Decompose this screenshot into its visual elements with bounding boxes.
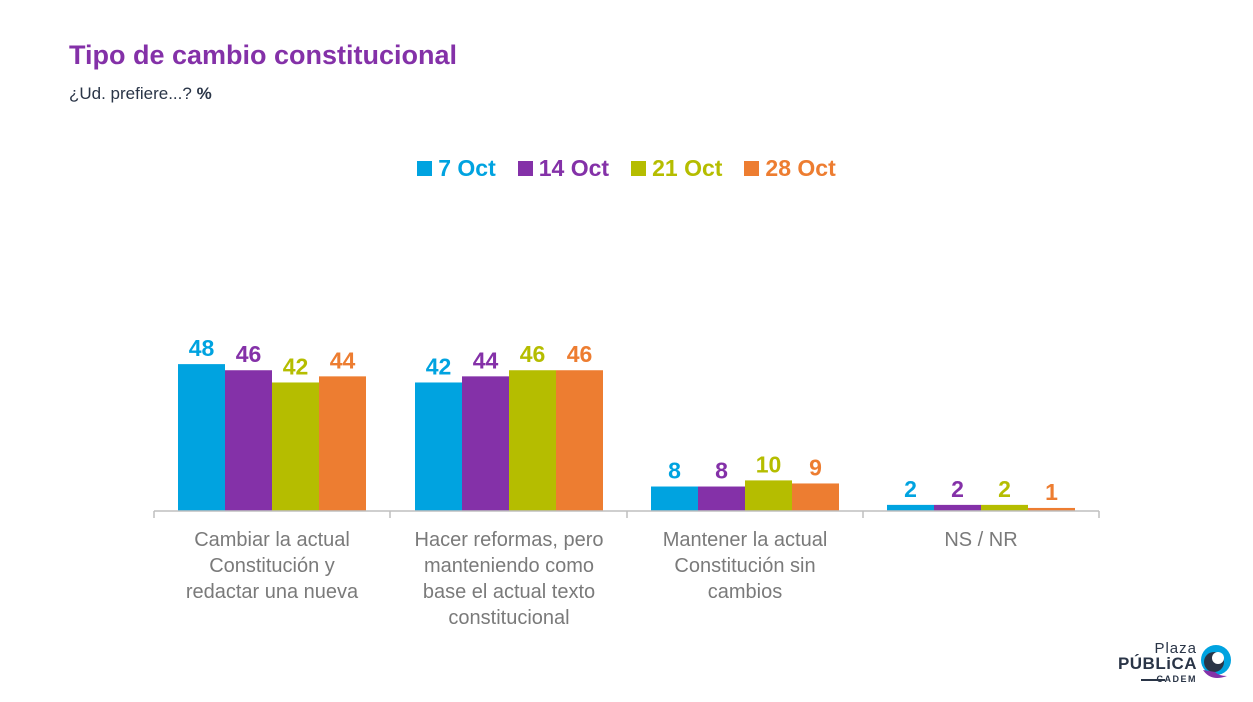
category-label-line: NS / NR — [944, 529, 1018, 551]
bar — [745, 480, 792, 511]
legend-item-3: 21 Oct — [631, 155, 722, 182]
chart-legend: 7 Oct 14 Oct 21 Oct 28 Oct — [0, 155, 1253, 182]
category-label-line: constitucional — [448, 607, 570, 629]
bar — [887, 504, 934, 511]
category-label-2: Hacer reformas, pero manteniendo como base… — [394, 527, 624, 631]
bar — [415, 382, 462, 511]
subtitle-question: ¿Ud. prefiere...? — [69, 84, 192, 103]
bar-value-label: 2 — [951, 476, 964, 502]
bar — [462, 376, 509, 511]
category-label-line: Cambiar la actual — [194, 529, 350, 551]
bar — [178, 364, 225, 511]
legend-item-2: 14 Oct — [517, 155, 610, 182]
bar — [225, 370, 272, 511]
bar — [509, 370, 556, 511]
bar-value-label: 44 — [330, 347, 356, 373]
bar-value-label: 46 — [567, 341, 593, 367]
bar-value-label: 10 — [756, 451, 782, 477]
legend-label: 7 Oct — [438, 155, 496, 181]
bar — [556, 370, 603, 511]
category-label-line: cambios — [707, 581, 783, 603]
bar-value-label: 46 — [520, 341, 546, 367]
bar-value-label: 44 — [473, 347, 499, 373]
logo-underline — [1141, 679, 1165, 681]
legend-label: 21 Oct — [652, 155, 723, 181]
legend-swatch — [517, 161, 533, 176]
bar — [792, 483, 839, 511]
speech-bubble-icon — [1201, 645, 1231, 678]
category-label-line: Hacer reformas, pero — [414, 529, 604, 551]
legend-swatch — [631, 161, 647, 176]
bar — [934, 504, 981, 511]
category-label-4: NS / NR — [866, 527, 1096, 553]
bar — [698, 486, 745, 511]
legend-item-1: 7 Oct — [417, 155, 496, 182]
bar-value-label: 9 — [809, 454, 822, 480]
category-label-line: Constitución y — [209, 555, 335, 577]
legend-label: 14 Oct — [538, 155, 610, 181]
subtitle-unit: % — [196, 84, 212, 103]
logo-line-2: PÚBLiCA — [1117, 654, 1197, 673]
bar-value-label: 1 — [1045, 479, 1058, 505]
bar-value-label: 42 — [283, 353, 309, 379]
legend-swatch — [417, 161, 433, 176]
category-label-line: Constitución sin — [674, 555, 816, 577]
bar — [651, 486, 698, 511]
bar-value-label: 2 — [998, 476, 1011, 502]
logo-line-1: Plaza — [1154, 640, 1197, 657]
chart-title: Tipo de cambio constitucional — [69, 40, 458, 70]
bar — [981, 504, 1028, 511]
legend-swatch — [744, 161, 760, 176]
bar-value-label: 8 — [715, 458, 728, 484]
bar — [1028, 507, 1075, 511]
plaza-publica-logo: Plaza PÚBLiCA CADEM — [1115, 640, 1235, 688]
legend-item-4: 28 Oct — [744, 155, 836, 182]
bar — [272, 382, 319, 511]
category-label-1: Cambiar la actual Constitución y redactar … — [157, 527, 387, 605]
category-label-3: Mantener la actual Constitución sin cambio… — [630, 527, 860, 605]
bar-value-label: 46 — [236, 341, 262, 367]
logo-line-3: CADEM — [1156, 674, 1197, 684]
bar-value-label: 42 — [426, 353, 452, 379]
category-label-line: redactar una nueva — [185, 581, 359, 603]
category-label-line: Mantener la actual — [662, 529, 828, 551]
bar-value-label: 48 — [189, 335, 215, 361]
bar-value-label: 8 — [668, 458, 681, 484]
bar — [319, 376, 366, 511]
chart-subtitle: ¿Ud. prefiere...? % — [69, 84, 212, 104]
legend-label: 28 Oct — [765, 155, 836, 181]
category-label-line: manteniendo como — [423, 555, 595, 577]
category-label-line: base el actual texto — [422, 581, 596, 603]
bar-value-label: 2 — [904, 476, 917, 502]
